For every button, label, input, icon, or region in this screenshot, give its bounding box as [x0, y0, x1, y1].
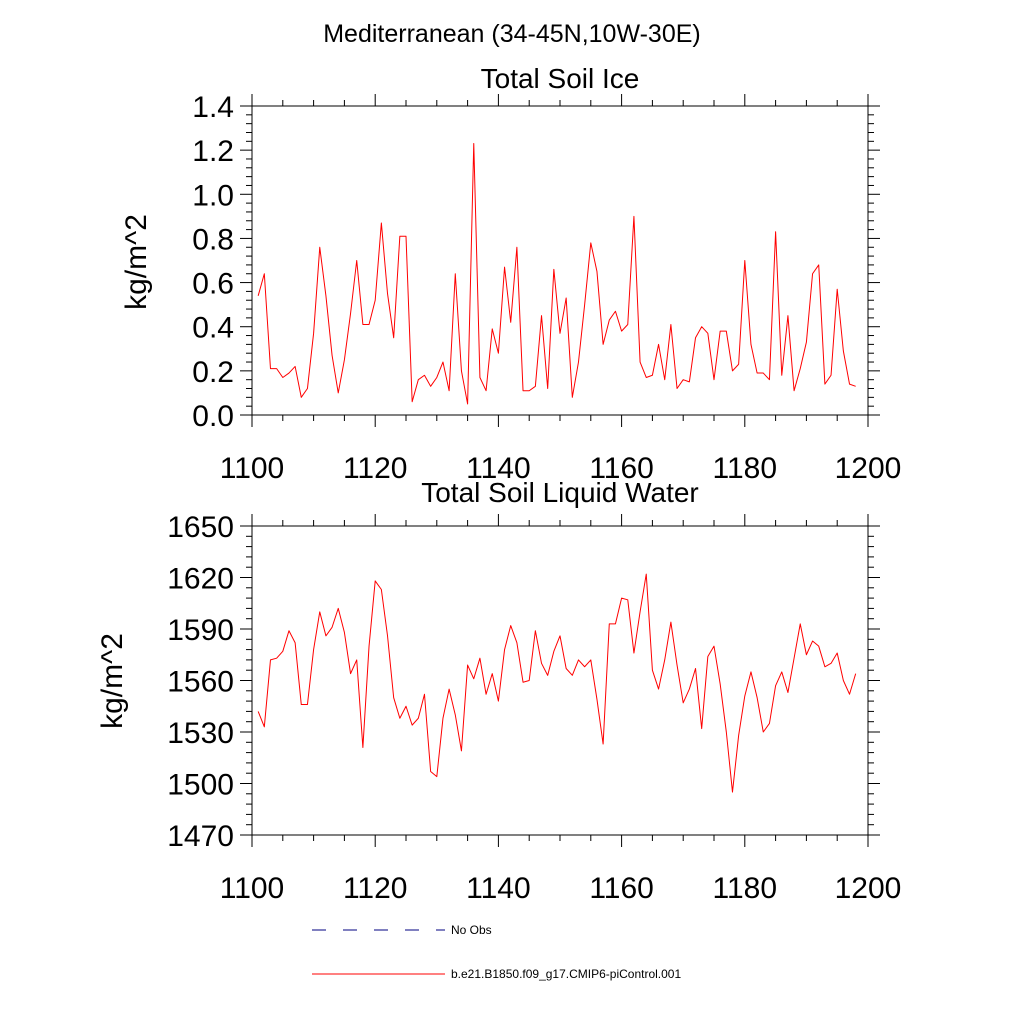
soil-ice-y-tick-label: 0.8 [192, 223, 234, 256]
soil-ice-y-tick-label: 0.2 [192, 356, 234, 389]
soil-liquid-water-x-tick-label: 1100 [220, 872, 285, 905]
soil-liquid-water-x-tick-label: 1120 [343, 872, 408, 905]
soil-liquid-water-y-tick-label: 1620 [167, 563, 234, 596]
soil-ice-series-line [257, 143, 856, 405]
soil-liquid-water-panel: Total Soil Liquid Water 1100 1120 1140 1160 1… [96, 477, 901, 905]
soil-ice-title: Total Soil Ice [481, 63, 640, 94]
legend: No Obs b.e21.B1850.f09_g17.CMIP6-piContr… [312, 923, 681, 981]
soil-liquid-water-plot-frame [251, 525, 869, 836]
soil-liquid-water-y-tick-label: 1470 [167, 820, 234, 853]
soil-ice-y-tick-label: 0.4 [192, 312, 234, 345]
soil-ice-x-tick-label: 1180 [713, 452, 778, 485]
soil-ice-x-tick-label: 1120 [343, 452, 408, 485]
soil-ice-y-tick-label: 0.0 [192, 400, 234, 433]
soil-liquid-water-y-axis-label: kg/m^2 [96, 633, 129, 729]
soil-ice-y-tick-label: 0.6 [192, 268, 234, 301]
soil-liquid-water-x-tick-label: 1140 [466, 872, 531, 905]
soil-liquid-water-y-tick-label: 1530 [167, 717, 234, 750]
soil-liquid-water-series-line [257, 573, 857, 793]
soil-ice-x-tick-label: 1200 [835, 452, 902, 485]
soil-liquid-water-x-tick-label: 1180 [713, 872, 778, 905]
soil-ice-x-tick-label: 1100 [220, 452, 285, 485]
soil-ice-x-tick-label: 1140 [466, 452, 531, 485]
soil-ice-plot-frame [251, 105, 869, 416]
soil-liquid-water-title: Total Soil Liquid Water [421, 477, 699, 508]
main-title: Mediterranean (34-45N,10W-30E) [323, 20, 701, 48]
soil-ice-panel: Total Soil Ice 1100 1120 1140 1160 1180 1200 0.… [120, 63, 901, 485]
soil-liquid-water-x-tick-label: 1200 [835, 872, 902, 905]
soil-liquid-water-y-tick-label: 1560 [167, 666, 234, 699]
soil-liquid-water-x-tick-label: 1160 [589, 872, 654, 905]
soil-ice-y-tick-label: 1.2 [192, 135, 234, 168]
soil-ice-x-tick-label: 1160 [589, 452, 654, 485]
soil-liquid-water-y-tick-label: 1590 [167, 614, 234, 647]
legend-model-label: b.e21.B1850.f09_g17.CMIP6-piControl.001 [451, 967, 681, 981]
legend-no-obs-label: No Obs [451, 923, 492, 937]
soil-ice-y-axis-label: kg/m^2 [120, 214, 153, 310]
soil-liquid-water-y-tick-label: 1500 [167, 769, 234, 802]
soil-ice-y-tick-label: 1.4 [192, 91, 234, 124]
soil-ice-y-tick-label: 1.0 [192, 179, 234, 212]
soil-liquid-water-y-tick-label: 1650 [167, 511, 234, 544]
